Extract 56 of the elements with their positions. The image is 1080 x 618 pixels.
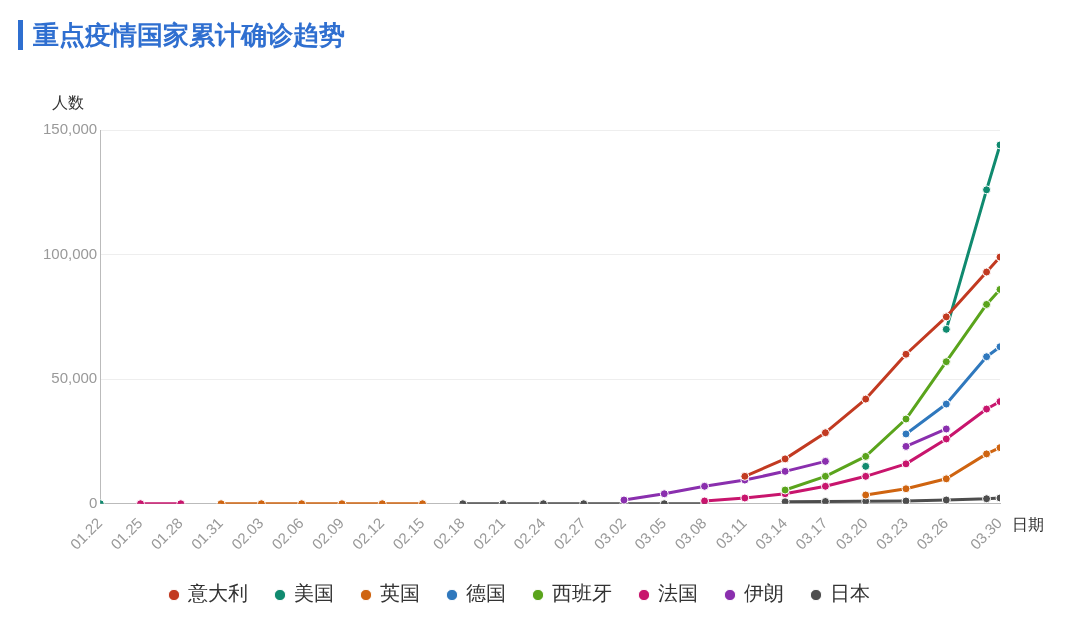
point [780,466,790,476]
point [982,299,992,309]
point [982,404,992,414]
point [941,474,951,484]
point [780,497,790,504]
x-axis-title: 日期 [1012,514,1044,534]
legend-label: 法国 [658,581,698,606]
point [982,449,992,459]
legend-label: 伊朗 [744,581,784,606]
point [901,414,911,424]
legend-label: 英国 [380,581,420,606]
point [659,489,669,499]
point [820,471,830,481]
point [982,352,992,362]
point [700,481,710,491]
point [941,312,951,322]
point [820,496,830,504]
point [901,429,911,439]
y-tick-label: 50,000 [51,369,98,387]
point [941,324,951,334]
y-tick-label: 0 [88,493,98,511]
point [901,441,911,451]
legend-label: 西班牙 [552,581,612,606]
point [982,185,992,195]
point [901,484,911,494]
point [901,349,911,359]
point [901,496,911,504]
point [861,394,871,404]
point [941,357,951,367]
point [941,399,951,409]
legend-label: 日本 [830,581,870,606]
legend-label: 德国 [466,581,506,606]
point [861,490,871,500]
point [941,495,951,504]
point [780,485,790,495]
point [820,481,830,491]
point [820,456,830,466]
point [619,495,629,504]
point [861,451,871,461]
point [941,424,951,434]
point [820,428,830,438]
legend-label: 意大利 [187,581,248,606]
y-tick-label: 150,000 [42,120,98,138]
point [901,459,911,469]
point [861,461,871,471]
legend-label: 美国 [294,581,334,606]
point [780,454,790,464]
point [941,434,951,444]
y-tick-label: 100,000 [42,244,98,262]
y-axis-title: 人数 [52,93,85,113]
point [740,471,750,481]
chart-title: 重点疫情国家累计确诊趋势 [18,20,345,50]
point [982,494,992,504]
point [982,267,992,277]
point [861,471,871,481]
point [740,493,750,503]
